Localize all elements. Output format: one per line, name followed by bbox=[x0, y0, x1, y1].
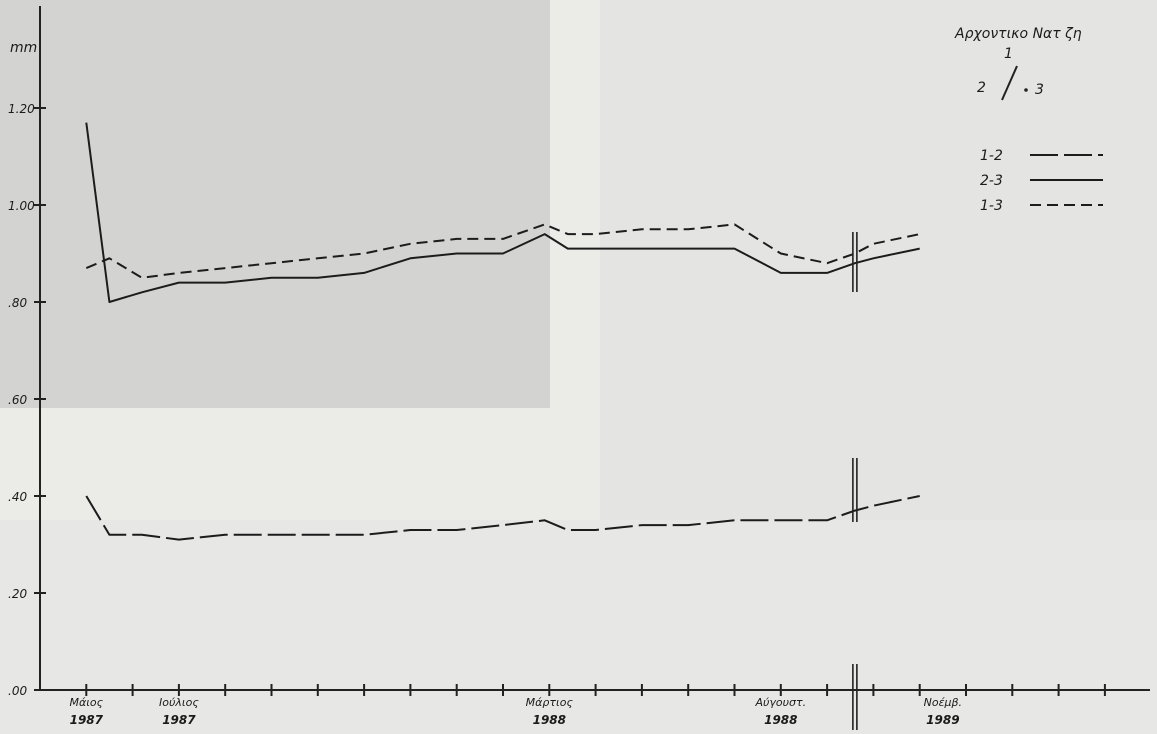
x-label-month: Αύγουστ. bbox=[755, 696, 807, 709]
y-tick-label: 1.00 bbox=[8, 199, 35, 213]
x-labels: Μάιος 1987 Ιούλιος 1987 Μάρτιος 1988 Αύγουστ. 1… bbox=[69, 696, 962, 727]
legend-diagram-dot bbox=[1024, 88, 1028, 92]
y-tick-label: 1.20 bbox=[8, 102, 35, 116]
legend-diagram-point-1: 1 bbox=[1004, 46, 1013, 62]
series-line-2-3 bbox=[85, 122, 920, 303]
x-label-year: 1989 bbox=[926, 713, 959, 727]
x-label-year: 1987 bbox=[162, 713, 196, 727]
series-line-1-2 bbox=[85, 495, 920, 541]
series-line-1-3 bbox=[85, 223, 920, 279]
x-label-year: 1988 bbox=[533, 713, 566, 727]
y-tick-label: .80 bbox=[8, 296, 27, 310]
x-label-month: Μάιος bbox=[69, 696, 103, 709]
x-label-month: Ιούλιος bbox=[159, 696, 199, 709]
x-label-month: Νοέμβ. bbox=[924, 696, 962, 709]
x-label-month: Μάρτιος bbox=[526, 696, 574, 709]
x-ticks bbox=[85, 684, 1106, 696]
y-tick-label: .40 bbox=[8, 490, 27, 504]
series-layer bbox=[85, 122, 920, 541]
y-tick-label: .20 bbox=[8, 587, 27, 601]
y-axis-unit: mm bbox=[10, 40, 37, 56]
y-tick-label: .00 bbox=[8, 684, 27, 698]
y-ticks: 1.20 1.00 .80 .60 .40 .20 .00 bbox=[8, 102, 46, 698]
legend-label: 1-2 bbox=[980, 148, 1003, 164]
x-label-year: 1988 bbox=[764, 713, 797, 727]
break-marks bbox=[852, 232, 858, 730]
x-label-year: 1987 bbox=[70, 713, 104, 727]
legend: Αρχοντικο Νατ ζη 1 2 3 1-2 2-3 1-3 bbox=[954, 26, 1103, 214]
legend-diagram-point-2: 2 bbox=[977, 80, 986, 96]
legend-label: 2-3 bbox=[980, 173, 1003, 189]
legend-diagram-stroke bbox=[1001, 65, 1018, 101]
y-tick-label: .60 bbox=[8, 393, 27, 407]
legend-diagram-point-3: 3 bbox=[1035, 82, 1044, 98]
legend-entries: 1-2 2-3 1-3 bbox=[980, 148, 1103, 214]
legend-label: 1-3 bbox=[980, 198, 1003, 214]
legend-title: Αρχοντικο Νατ ζη bbox=[954, 26, 1082, 42]
